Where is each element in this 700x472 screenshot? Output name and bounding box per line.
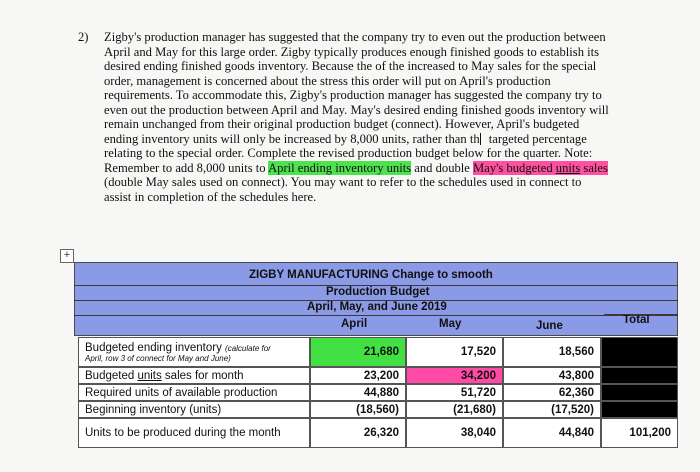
row-label-text: Budgeted: [85, 369, 138, 382]
row-label-ending-inventory: Budgeted ending inventory (calculate for…: [78, 337, 310, 367]
cell-june-budgeted-sales[interactable]: 43,800: [503, 367, 601, 384]
cell-may-ending-inventory[interactable]: 17,520: [406, 337, 503, 367]
question-line: (double May sales used on connect). You …: [104, 175, 582, 190]
cell-april-ending-inventory[interactable]: 21,680: [310, 337, 406, 367]
cell-june-ending-inventory[interactable]: 18,560: [503, 337, 601, 367]
cell-april-required-units[interactable]: 44,880: [310, 384, 406, 401]
question-line: relating to the special order. Complete …: [104, 146, 593, 161]
header-divider: [74, 300, 678, 301]
table-title-row: ZIGBY MANUFACTURING Change to smooth: [74, 262, 678, 285]
cell-april-units-produced[interactable]: 26,320: [310, 418, 406, 448]
row-label-text: units: [137, 369, 162, 382]
highlight-may-budgeted-sales: May's budgeted units sales: [473, 160, 608, 175]
text-cursor-icon: [479, 132, 486, 145]
row-label-budgeted-sales: Budgeted units sales for month: [78, 367, 310, 384]
total-header-divider: [604, 314, 678, 315]
question-line-part: ending inventory units will only be incr…: [104, 131, 480, 146]
cell-total-beginning-inventory: [601, 401, 678, 418]
table-period: April, May, and June 2019: [307, 301, 447, 313]
column-header-row: [74, 316, 678, 336]
question-line-part: Remember to add 8,000 units to: [104, 160, 269, 175]
expand-table-icon[interactable]: +: [60, 249, 74, 263]
header-divider: [74, 285, 678, 286]
cell-may-units-produced[interactable]: 38,040: [406, 418, 503, 448]
highlight-text-underlined: units: [555, 160, 581, 175]
cell-may-beginning-inventory[interactable]: (21,680): [406, 401, 503, 418]
cell-june-beginning-inventory[interactable]: (17,520): [503, 401, 601, 418]
row-label-units-produced: Units to be produced during the month: [78, 418, 310, 448]
question-line: ending inventory units will only be incr…: [104, 132, 679, 147]
header-divider: [74, 315, 678, 316]
question-line: Zigby's production manager has suggested…: [104, 30, 606, 44]
production-budget-table: ZIGBY MANUFACTURING Change to smooth Pro…: [74, 262, 678, 452]
question-number: 2): [78, 30, 89, 44]
row-label-beginning-inventory: Beginning inventory (units): [78, 401, 310, 418]
question-line: assist in completion of the schedules he…: [104, 190, 317, 205]
cell-total-ending-inventory: [601, 337, 678, 367]
question-line: Remember to add 8,000 units to April end…: [104, 160, 679, 176]
row-label-text: sales for month: [161, 369, 244, 382]
column-header-total: Total: [623, 314, 650, 326]
cell-total-required-units: [601, 384, 678, 401]
question-line: order, management is concerned about the…: [104, 73, 551, 88]
column-header-june: June: [536, 320, 563, 332]
question-line-part: and double: [411, 160, 474, 175]
question-line: requirements. To accommodate this, Zigby…: [104, 88, 602, 103]
table-subtitle: Production Budget: [326, 286, 430, 298]
row-label-required-units: Required units of available production: [78, 384, 310, 401]
highlight-april-ending-inventory: April ending inventory units: [268, 160, 412, 175]
question-body: Zigby's production manager has suggested…: [104, 30, 679, 205]
row-label-note: (calculate for: [225, 343, 271, 353]
column-header-may: May: [439, 318, 462, 330]
cell-june-units-produced[interactable]: 44,840: [503, 418, 601, 448]
table-subtitle-row: Production Budget: [74, 286, 678, 300]
row-label-note: April, row 3 of connect for May and June…: [85, 353, 231, 363]
question-line: even out the production between April an…: [104, 102, 609, 117]
cell-april-budgeted-sales[interactable]: 23,200: [310, 367, 406, 384]
question-line: remain unchanged from their original pro…: [104, 117, 580, 132]
cell-total-units-produced[interactable]: 101,200: [601, 418, 678, 448]
cell-total-budgeted-sales: [601, 367, 678, 384]
table-title: ZIGBY MANUFACTURING Change to smooth: [249, 269, 493, 281]
cell-may-budgeted-sales[interactable]: 34,200: [406, 367, 503, 384]
column-header-april: April: [341, 318, 368, 330]
highlight-text: sales: [580, 160, 608, 175]
question-line-part: targeted percentage: [485, 131, 587, 146]
cell-june-required-units[interactable]: 62,360: [503, 384, 601, 401]
cell-april-beginning-inventory[interactable]: (18,560): [310, 401, 406, 418]
highlight-text: May's budgeted: [473, 160, 556, 175]
table-period-row: April, May, and June 2019: [74, 301, 678, 315]
row-label-line: Budgeted ending inventory (calculate for: [85, 342, 271, 354]
question-line: April and May for this large order. Zigb…: [104, 44, 600, 59]
question-line: desired ending finished goods inventory.…: [104, 59, 597, 74]
cell-may-required-units[interactable]: 51,720: [406, 384, 503, 401]
row-label-text: Budgeted ending inventory: [85, 341, 222, 354]
